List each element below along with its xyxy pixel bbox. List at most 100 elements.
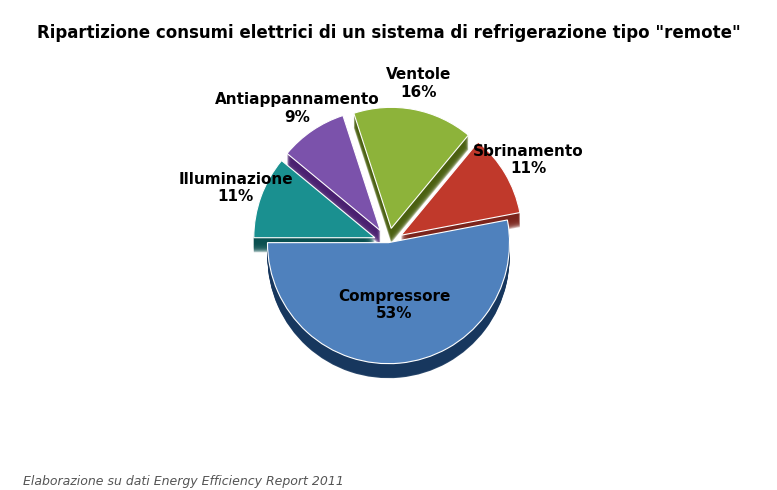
Wedge shape (401, 145, 520, 238)
Wedge shape (254, 161, 375, 239)
Wedge shape (254, 166, 375, 244)
Wedge shape (354, 116, 469, 237)
Wedge shape (401, 156, 520, 249)
Wedge shape (287, 118, 380, 233)
Wedge shape (254, 171, 375, 248)
Wedge shape (267, 221, 510, 365)
Wedge shape (354, 112, 469, 233)
Wedge shape (354, 114, 469, 235)
Wedge shape (287, 121, 380, 236)
Wedge shape (287, 121, 380, 236)
Wedge shape (287, 116, 380, 231)
Wedge shape (354, 113, 469, 234)
Wedge shape (254, 161, 375, 238)
Wedge shape (401, 152, 520, 245)
Wedge shape (401, 145, 520, 239)
Wedge shape (254, 172, 375, 249)
Wedge shape (287, 127, 380, 243)
Wedge shape (267, 230, 510, 373)
Wedge shape (287, 123, 380, 238)
Wedge shape (254, 165, 375, 242)
Wedge shape (254, 168, 375, 245)
Wedge shape (254, 166, 375, 243)
Wedge shape (267, 234, 510, 377)
Wedge shape (287, 117, 380, 232)
Wedge shape (254, 174, 375, 251)
Wedge shape (287, 123, 380, 239)
Wedge shape (287, 125, 380, 240)
Wedge shape (354, 110, 469, 231)
Wedge shape (287, 127, 380, 242)
Wedge shape (267, 221, 510, 365)
Wedge shape (267, 225, 510, 369)
Wedge shape (401, 155, 520, 248)
Wedge shape (254, 164, 375, 241)
Wedge shape (267, 222, 510, 366)
Wedge shape (287, 116, 380, 231)
Wedge shape (354, 122, 469, 243)
Wedge shape (287, 128, 380, 244)
Wedge shape (254, 170, 375, 247)
Wedge shape (354, 108, 469, 229)
Wedge shape (401, 152, 520, 245)
Wedge shape (254, 173, 375, 250)
Wedge shape (267, 233, 510, 377)
Wedge shape (401, 153, 520, 246)
Wedge shape (287, 130, 380, 245)
Wedge shape (401, 151, 520, 244)
Wedge shape (267, 220, 510, 364)
Wedge shape (267, 223, 510, 367)
Wedge shape (401, 143, 520, 236)
Wedge shape (401, 154, 520, 247)
Wedge shape (254, 162, 375, 239)
Wedge shape (354, 120, 469, 241)
Wedge shape (354, 119, 469, 240)
Wedge shape (354, 116, 469, 237)
Text: Compressore
53%: Compressore 53% (338, 289, 451, 321)
Wedge shape (354, 111, 469, 232)
Wedge shape (287, 122, 380, 237)
Wedge shape (267, 227, 510, 371)
Wedge shape (267, 235, 510, 378)
Text: Ventole
16%: Ventole 16% (386, 67, 451, 99)
Wedge shape (401, 142, 520, 235)
Wedge shape (354, 115, 469, 236)
Wedge shape (354, 117, 469, 238)
Wedge shape (287, 126, 380, 241)
Text: Elaborazione su dati Energy Efficiency Report 2011: Elaborazione su dati Energy Efficiency R… (23, 475, 344, 488)
Wedge shape (401, 148, 520, 242)
Wedge shape (287, 119, 380, 234)
Wedge shape (354, 118, 469, 239)
Wedge shape (354, 107, 469, 228)
Wedge shape (354, 111, 469, 232)
Wedge shape (267, 231, 510, 375)
Wedge shape (254, 172, 375, 250)
Wedge shape (401, 144, 520, 237)
Wedge shape (401, 146, 520, 239)
Wedge shape (354, 120, 469, 241)
Wedge shape (254, 169, 375, 246)
Wedge shape (254, 170, 375, 246)
Wedge shape (267, 229, 510, 372)
Wedge shape (254, 163, 375, 240)
Wedge shape (267, 232, 510, 376)
Wedge shape (267, 230, 510, 374)
Wedge shape (287, 124, 380, 240)
Wedge shape (354, 121, 469, 242)
Wedge shape (401, 147, 520, 241)
Text: Antiappannamento
9%: Antiappannamento 9% (215, 92, 380, 125)
Wedge shape (401, 156, 520, 250)
Wedge shape (287, 129, 380, 245)
Wedge shape (401, 150, 520, 244)
Wedge shape (401, 147, 520, 240)
Text: Illuminazione
11%: Illuminazione 11% (179, 172, 293, 204)
Wedge shape (254, 167, 375, 244)
Text: Ripartizione consumi elettrici di un sistema di refrigerazione tipo "remote": Ripartizione consumi elettrici di un sis… (37, 24, 740, 43)
Wedge shape (401, 149, 520, 243)
Text: Sbrinamento
11%: Sbrinamento 11% (472, 144, 584, 176)
Wedge shape (267, 228, 510, 372)
Wedge shape (254, 175, 375, 252)
Wedge shape (354, 109, 469, 230)
Wedge shape (267, 224, 510, 368)
Wedge shape (267, 226, 510, 370)
